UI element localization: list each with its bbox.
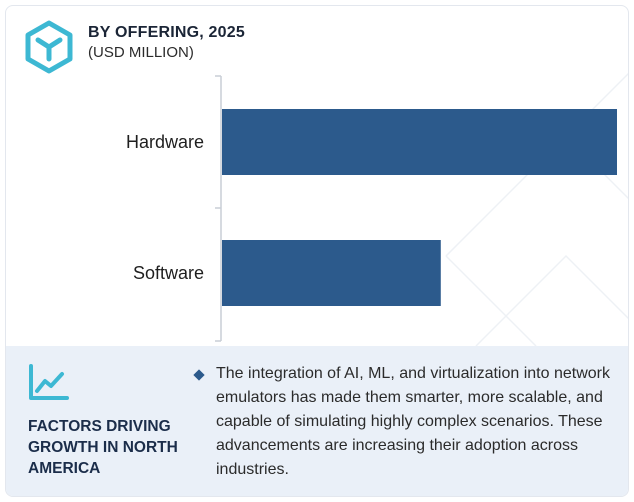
- bar-chart: Hardware Software: [126, 75, 617, 342]
- chart-title: BY OFFERING, 2025: [88, 24, 245, 41]
- bar-hardware: [222, 109, 617, 175]
- hexagon-cube-icon: [25, 20, 73, 74]
- chart-card: BY OFFERING, 2025 (USD MILLION) Hardware…: [5, 5, 629, 497]
- factors-panel: FACTORS DRIVING GROWTH IN NORTH AMERICA …: [6, 346, 628, 496]
- chart-subtitle: (USD MILLION): [88, 44, 194, 61]
- category-label-hardware: Hardware: [126, 132, 204, 152]
- trend-line-icon: [29, 364, 69, 400]
- factor-bullet-text: The integration of AI, ML, and virtualiz…: [216, 365, 610, 478]
- factors-title: FACTORS DRIVING GROWTH IN NORTH AMERICA: [28, 418, 178, 477]
- category-label-software: Software: [133, 263, 204, 283]
- bullet-diamond-icon: [193, 369, 205, 381]
- bar-software: [222, 240, 441, 306]
